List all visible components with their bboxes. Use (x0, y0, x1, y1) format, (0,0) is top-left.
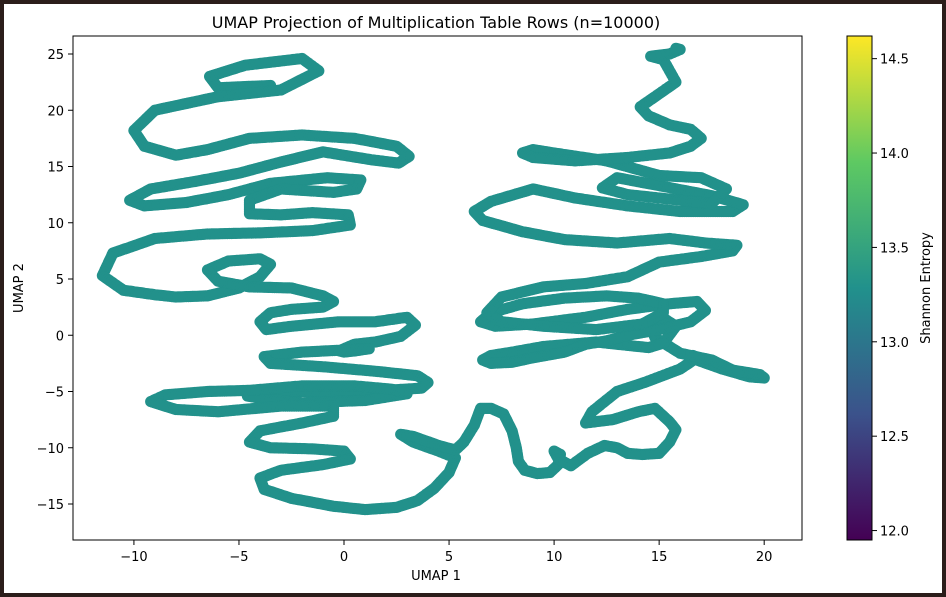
x-tick-label: 15 (651, 550, 668, 565)
y-tick-label: −5 (45, 386, 64, 401)
colorbar-tick-label: 13.5 (880, 241, 909, 256)
y-tick-label: −15 (37, 498, 64, 513)
umap-scatter-chart: UMAP Projection of Multiplication Table … (12, 13, 934, 584)
y-tick-label: −10 (37, 442, 64, 457)
y-tick-label: 5 (56, 273, 64, 288)
scatter-points (96, 42, 770, 516)
chart-title: UMAP Projection of Multiplication Table … (212, 13, 660, 32)
y-axis: −15 −10 −5 0 5 10 15 20 25 (37, 48, 73, 513)
colorbar-gradient (846, 35, 873, 541)
colorbar-tick-label: 12.5 (880, 430, 909, 445)
x-axis: −10 −5 0 5 10 15 20 (120, 540, 772, 565)
plot-area-frame (72, 35, 803, 541)
colorbar: 12.0 12.5 13.0 13.5 14.0 14.5 Shannon Entropy (846, 35, 934, 541)
x-tick-label: −10 (120, 550, 147, 565)
colorbar-tick-label: 14.0 (880, 147, 909, 162)
x-tick-label: 5 (445, 550, 453, 565)
colorbar-label: Shannon Entropy (919, 232, 934, 344)
colorbar-tick-label: 13.0 (880, 336, 909, 351)
y-tick-label: 0 (56, 329, 64, 344)
x-axis-label: UMAP 1 (411, 569, 461, 584)
scatter-point (670, 42, 682, 54)
y-axis-label: UMAP 2 (12, 263, 27, 313)
x-tick-label: 10 (546, 550, 563, 565)
figure: UMAP Projection of Multiplication Table … (4, 4, 942, 593)
y-tick-label: 20 (47, 104, 64, 119)
x-tick-label: −5 (229, 550, 248, 565)
y-tick-label: 25 (47, 48, 64, 63)
y-tick-label: 15 (47, 161, 64, 176)
colorbar-tick-label: 14.5 (880, 53, 909, 68)
colorbar-ticks: 12.0 12.5 13.0 13.5 14.0 14.5 (872, 53, 909, 540)
colorbar-tick-label: 12.0 (880, 525, 909, 540)
y-tick-label: 10 (47, 217, 64, 232)
x-tick-label: 0 (340, 550, 348, 565)
x-tick-label: 20 (756, 550, 773, 565)
